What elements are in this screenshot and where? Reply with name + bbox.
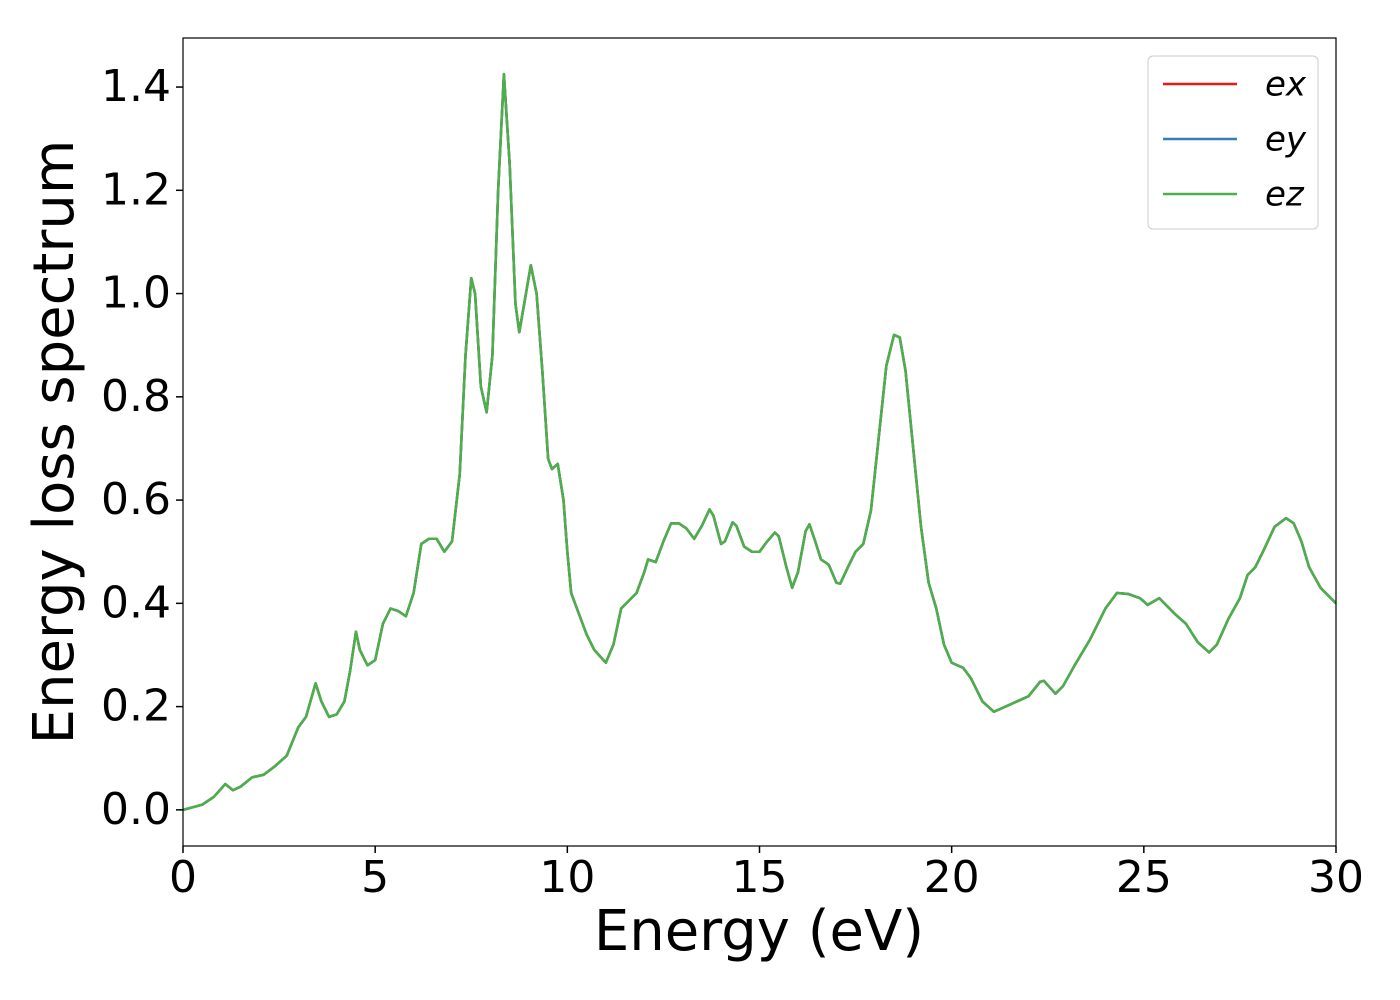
x-tick-label: 25 [1116,852,1172,903]
x-tick-label: 0 [169,852,197,903]
y-tick-label: 1.2 [101,164,171,215]
y-tick-label: 1.0 [101,268,171,319]
y-axis-label: Energy loss spectrum [22,140,87,745]
x-tick-label: 10 [539,852,595,903]
plot-frame [182,37,1337,847]
x-tick-label: 30 [1308,852,1364,903]
legend-label: ex [1265,65,1307,105]
y-tick-label: 0.8 [101,371,171,422]
x-axis-label: Energy (eV) [594,899,924,964]
y-tick-label: 0.0 [101,784,171,835]
y-tick-label: 0.4 [101,577,171,628]
x-tick-label: 20 [924,852,980,903]
y-tick-label: 1.4 [101,61,171,112]
legend-label: ey [1265,120,1307,160]
y-tick-label: 0.2 [101,681,171,732]
x-tick-label: 15 [732,852,788,903]
legend-label: ez [1265,175,1305,215]
x-tick-label: 5 [361,852,389,903]
legend-box [1147,55,1319,230]
y-tick-label: 0.6 [101,474,171,525]
data-line [183,72,1336,812]
